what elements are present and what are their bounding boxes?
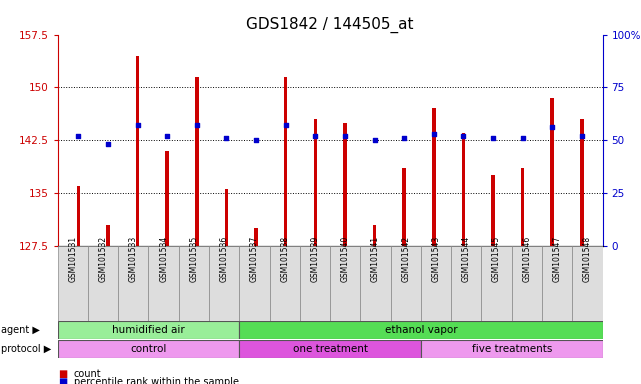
Point <box>399 135 409 141</box>
Bar <box>118 246 149 321</box>
Bar <box>88 246 118 321</box>
Bar <box>149 246 179 321</box>
Bar <box>462 133 465 246</box>
Text: percentile rank within the sample: percentile rank within the sample <box>74 377 238 384</box>
Text: protocol ▶: protocol ▶ <box>1 344 51 354</box>
Text: one treatment: one treatment <box>292 344 368 354</box>
Point <box>73 133 83 139</box>
Bar <box>343 122 347 246</box>
Point <box>103 141 113 147</box>
Text: GSM101534: GSM101534 <box>159 235 168 282</box>
Text: GSM101541: GSM101541 <box>371 235 380 282</box>
Bar <box>451 246 481 321</box>
Text: GSM101533: GSM101533 <box>129 235 138 282</box>
Point <box>517 135 528 141</box>
Point <box>251 137 262 143</box>
Text: GSM101546: GSM101546 <box>522 235 531 282</box>
Bar <box>106 225 110 246</box>
Point <box>369 137 379 143</box>
Bar <box>542 246 572 321</box>
Point <box>133 122 143 129</box>
Bar <box>179 246 209 321</box>
Bar <box>58 340 239 358</box>
Text: humidified air: humidified air <box>112 325 185 335</box>
Bar <box>403 168 406 246</box>
Text: control: control <box>130 344 167 354</box>
Bar <box>225 189 228 246</box>
Text: ■: ■ <box>58 377 67 384</box>
Point <box>458 133 469 139</box>
Point <box>577 133 587 139</box>
Bar <box>572 246 603 321</box>
Bar <box>390 246 421 321</box>
Bar <box>313 119 317 246</box>
Text: ■: ■ <box>58 369 67 379</box>
Bar <box>209 246 239 321</box>
Bar <box>512 246 542 321</box>
Text: GSM101537: GSM101537 <box>250 235 259 282</box>
Bar <box>330 246 360 321</box>
Bar <box>284 77 287 246</box>
Text: five treatments: five treatments <box>472 344 552 354</box>
Text: agent ▶: agent ▶ <box>1 325 40 335</box>
Bar <box>551 98 554 246</box>
Bar <box>360 246 390 321</box>
Bar <box>432 109 435 246</box>
Bar <box>491 175 495 246</box>
Bar <box>58 246 88 321</box>
Bar <box>195 77 199 246</box>
Text: count: count <box>74 369 101 379</box>
Bar <box>239 321 603 339</box>
Point <box>221 135 231 141</box>
Text: GSM101548: GSM101548 <box>583 235 592 282</box>
Point <box>162 133 172 139</box>
Text: GSM101531: GSM101531 <box>69 235 78 282</box>
Bar <box>58 321 239 339</box>
Point <box>281 122 291 129</box>
Text: GSM101539: GSM101539 <box>310 235 319 282</box>
Text: GSM101532: GSM101532 <box>99 235 108 282</box>
Bar <box>421 246 451 321</box>
Bar <box>520 168 524 246</box>
Bar <box>239 246 270 321</box>
Text: GSM101544: GSM101544 <box>462 235 471 282</box>
Bar <box>270 246 300 321</box>
Bar <box>421 340 603 358</box>
Bar <box>580 119 583 246</box>
Point <box>192 122 202 129</box>
Bar <box>165 151 169 246</box>
Text: GSM101545: GSM101545 <box>492 235 501 282</box>
Text: GSM101540: GSM101540 <box>341 235 350 282</box>
Point <box>547 124 557 131</box>
Text: GSM101543: GSM101543 <box>431 235 440 282</box>
Bar <box>300 246 330 321</box>
Text: GSM101538: GSM101538 <box>280 235 289 282</box>
Text: GSM101536: GSM101536 <box>220 235 229 282</box>
Text: GSM101547: GSM101547 <box>553 235 562 282</box>
Point <box>340 133 350 139</box>
Text: GSM101542: GSM101542 <box>401 235 410 282</box>
Bar <box>254 228 258 246</box>
Point <box>488 135 498 141</box>
Text: GSM101535: GSM101535 <box>189 235 199 282</box>
Point <box>429 131 439 137</box>
Text: ethanol vapor: ethanol vapor <box>385 325 457 335</box>
Bar <box>136 56 140 246</box>
Title: GDS1842 / 144505_at: GDS1842 / 144505_at <box>246 17 414 33</box>
Bar <box>239 340 421 358</box>
Bar <box>77 186 80 246</box>
Point <box>310 133 320 139</box>
Bar <box>481 246 512 321</box>
Bar <box>373 225 376 246</box>
